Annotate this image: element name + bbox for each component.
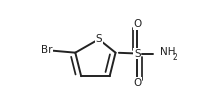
Text: O: O xyxy=(133,19,141,29)
Text: 2: 2 xyxy=(173,53,177,62)
Text: NH: NH xyxy=(160,47,175,57)
Text: O: O xyxy=(133,78,141,88)
Text: S: S xyxy=(134,49,141,59)
Text: S: S xyxy=(95,34,102,44)
Text: Br: Br xyxy=(41,45,52,55)
